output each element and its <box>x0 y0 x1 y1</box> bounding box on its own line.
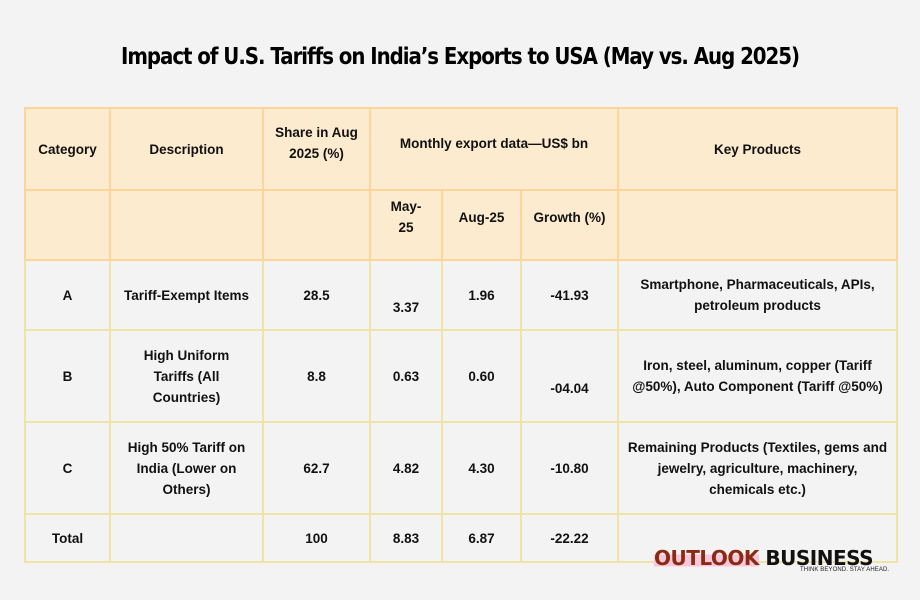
header-blank-share <box>262 189 371 261</box>
cell-share: 62.7 <box>262 421 371 515</box>
header-share: Share in Aug 2025 (%) <box>262 107 371 191</box>
cell-aug: 1.96 <box>441 259 522 331</box>
header-growth: Growth (%) <box>520 189 619 261</box>
cell-growth: -10.80 <box>520 421 619 515</box>
cell-growth-value: -04.04 <box>550 380 589 396</box>
header-description: Description <box>109 107 264 191</box>
header-aug: Aug-25 <box>441 189 522 261</box>
cell-description-text: High 50% Tariff on India (Lower on Other… <box>127 439 246 497</box>
cell-aug: 0.60 <box>441 329 522 423</box>
logo-business: BUSINESS <box>765 546 874 570</box>
header-blank-key-products <box>617 189 898 261</box>
cell-category: B <box>24 329 111 423</box>
cell-may: 0.63 <box>369 329 443 423</box>
cell-description: Tariff-Exempt Items <box>109 259 264 331</box>
cell-description: High Uniform Tariffs (All Countries) <box>109 329 264 423</box>
cell-category: C <box>24 421 111 515</box>
cell-key-products: Iron, steel, aluminum, copper (Tariff @5… <box>617 329 898 423</box>
header-growth-label: Growth (%) <box>533 209 606 225</box>
page-title: Impact of U.S. Tariffs on India’s Export… <box>120 44 800 70</box>
cell-growth: -22.22 <box>520 513 619 563</box>
cell-may: 8.83 <box>369 513 443 563</box>
cell-may: 4.82 <box>369 421 443 515</box>
cell-growth: -41.93 <box>520 259 619 331</box>
cell-description: High 50% Tariff on India (Lower on Other… <box>109 421 264 515</box>
cell-category: Total <box>24 513 111 563</box>
logo-tagline: THINK BEYOND. STAY AHEAD. <box>800 567 890 573</box>
cell-description-text: High Uniform Tariffs (All Countries) <box>143 347 230 405</box>
header-may: May-25 <box>369 189 443 261</box>
table-row: C High 50% Tariff on India (Lower on Oth… <box>24 421 898 515</box>
header-blank-description <box>109 189 264 261</box>
cell-aug: 4.30 <box>441 421 522 515</box>
cell-share: 100 <box>262 513 371 563</box>
header-category: Category <box>24 107 111 191</box>
table-row-total: Total 100 8.83 6.87 -22.22 <box>24 513 898 563</box>
cell-category: A <box>24 259 111 331</box>
header-blank-category <box>24 189 111 261</box>
tariff-impact-table: Category Description Share in Aug 2025 (… <box>24 107 898 563</box>
cell-share: 8.8 <box>262 329 371 423</box>
table-row: A Tariff-Exempt Items 28.5 3.37 1.96 -41… <box>24 259 898 331</box>
cell-share: 28.5 <box>262 259 371 331</box>
header-may-label: May-25 <box>390 199 422 235</box>
cell-description <box>109 513 264 563</box>
outlook-business-logo: OUTLOOK BUSINESS <box>654 546 874 570</box>
cell-may: 3.37 <box>369 259 443 331</box>
table-row: B High Uniform Tariffs (All Countries) 8… <box>24 329 898 423</box>
cell-key-products: Smartphone, Pharmaceuticals, APIs, petro… <box>617 259 898 331</box>
header-key-products: Key Products <box>617 107 898 191</box>
logo-outlook: OUTLOOK <box>654 546 759 570</box>
header-aug-label: Aug-25 <box>458 209 505 225</box>
cell-growth: -04.04 <box>520 329 619 423</box>
cell-may-value: 3.37 <box>392 299 420 315</box>
header-monthly-export-group: Monthly export data—US$ bn <box>369 107 619 191</box>
header-row-1: Category Description Share in Aug 2025 (… <box>24 107 898 191</box>
cell-aug: 6.87 <box>441 513 522 563</box>
cell-key-products: Remaining Products (Textiles, gems and j… <box>617 421 898 515</box>
header-row-2: May-25 Aug-25 Growth (%) <box>24 189 898 261</box>
